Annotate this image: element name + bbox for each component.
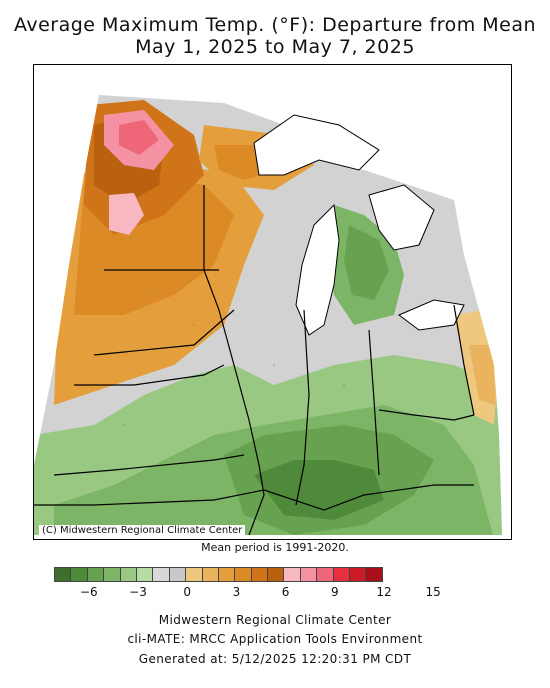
- legend-swatch: [283, 567, 301, 582]
- legend-tick-label: 0: [183, 585, 192, 599]
- footer-generated: Generated at: 5/12/2025 12:20:31 PM CDT: [138, 652, 412, 666]
- lakes: [253, 114, 465, 336]
- legend-swatch: [168, 567, 187, 582]
- legend-swatch: [70, 567, 88, 582]
- legend-tick-label: 15: [425, 585, 441, 599]
- map-frame: (C) Midwestern Regional Climate Center: [33, 64, 512, 540]
- legend-swatch: [185, 567, 203, 582]
- legend-tick-label: 6: [281, 585, 290, 599]
- map-title: Average Maximum Temp. (°F): Departure fr…: [13, 14, 537, 36]
- footer-app: cli-MATE: MRCC Application Tools Environ…: [127, 632, 423, 646]
- legend-swatch: [217, 567, 236, 582]
- legend-swatch: [267, 567, 285, 582]
- footer-org: Midwestern Regional Climate Center: [158, 613, 392, 627]
- color-legend: [54, 567, 383, 582]
- legend-tick-label: 9: [330, 585, 339, 599]
- legend-swatch: [103, 567, 121, 582]
- map-date-range: May 1, 2025 to May 7, 2025: [135, 36, 415, 58]
- legend-swatch: [250, 567, 269, 582]
- legend-swatch: [316, 567, 334, 582]
- grid-dots: [123, 294, 415, 456]
- legend-swatch: [365, 567, 383, 582]
- legend-tick-label: −6: [79, 585, 98, 599]
- legend-tick-label: −3: [129, 585, 147, 599]
- copyright-label: (C) Midwestern Regional Climate Center: [39, 525, 246, 536]
- legend-swatch: [54, 567, 72, 582]
- legend-swatch: [332, 567, 351, 582]
- mean-period-note: Mean period is 1991-2020.: [201, 541, 349, 554]
- legend-tick-label: 3: [232, 585, 241, 599]
- legend-swatch: [201, 567, 219, 582]
- legend-tick-label: 12: [376, 585, 392, 599]
- legend-swatch: [135, 567, 154, 582]
- legend-swatch: [119, 567, 137, 582]
- legend-swatch: [234, 567, 252, 582]
- legend-swatch: [86, 567, 105, 582]
- state-boundaries: [34, 185, 475, 536]
- legend-swatch: [349, 567, 367, 582]
- legend-swatch: [152, 567, 170, 582]
- departure-map: [34, 95, 502, 536]
- legend-swatch: [299, 567, 318, 582]
